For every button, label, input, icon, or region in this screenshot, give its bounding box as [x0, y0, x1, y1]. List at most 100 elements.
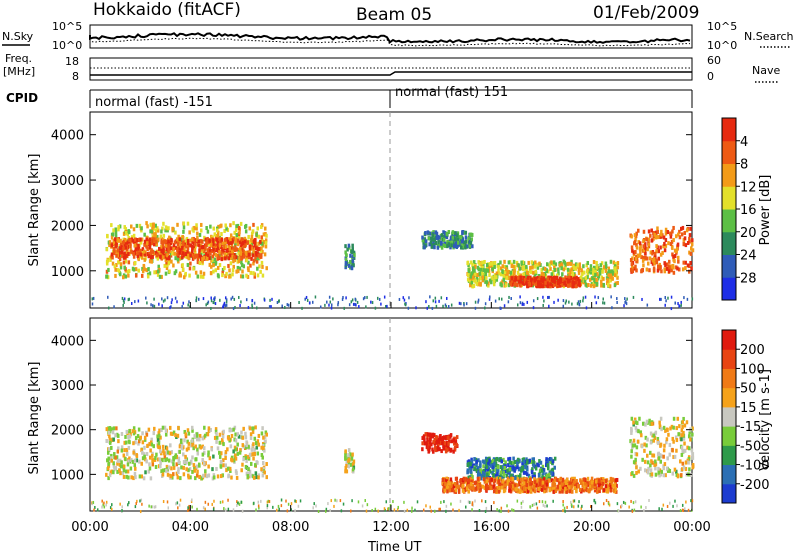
data-cell	[570, 267, 573, 272]
data-cell	[134, 273, 138, 278]
data-cell	[447, 435, 450, 440]
data-cell	[119, 464, 123, 469]
data-cell	[141, 450, 144, 455]
data-cell	[431, 244, 434, 249]
data-cell	[468, 465, 472, 470]
data-cell	[431, 447, 434, 452]
data-cell	[351, 469, 355, 474]
data-cell	[650, 228, 653, 233]
data-cell	[212, 269, 215, 274]
data-cell	[341, 297, 344, 301]
data-cell	[210, 234, 213, 239]
data-cell	[632, 501, 635, 505]
data-cell	[479, 460, 482, 465]
data-cell	[163, 254, 167, 259]
data-cell	[187, 468, 190, 473]
data-cell	[672, 225, 675, 230]
data-cell	[540, 272, 544, 277]
data-cell	[633, 508, 636, 512]
data-cell	[136, 253, 140, 258]
data-cell	[689, 260, 692, 265]
data-cell	[568, 278, 571, 283]
data-cell	[236, 265, 240, 270]
data-cell	[250, 246, 253, 251]
data-cell	[678, 424, 681, 429]
data-cell	[646, 460, 650, 465]
data-cell	[609, 259, 613, 264]
data-cell	[607, 502, 610, 506]
data-cell	[649, 431, 653, 436]
data-cell	[256, 226, 259, 231]
data-cell	[170, 259, 173, 264]
data-cell	[691, 238, 694, 243]
data-cell	[681, 225, 685, 230]
data-cell	[512, 508, 515, 512]
data-cell	[250, 234, 254, 239]
data-cell	[153, 270, 156, 275]
data-cell	[632, 460, 636, 465]
data-cell	[136, 499, 138, 503]
data-cell	[609, 483, 612, 488]
data-cell	[152, 226, 156, 231]
data-cell	[233, 437, 236, 442]
data-cell	[312, 300, 314, 304]
data-cell	[119, 262, 123, 267]
data-cell	[141, 440, 145, 445]
data-cell	[571, 280, 574, 285]
data-cell	[488, 481, 492, 486]
data-cell	[421, 235, 424, 240]
data-cell	[445, 436, 449, 441]
data-cell	[132, 450, 135, 455]
data-cell	[672, 238, 675, 243]
data-cell	[491, 261, 494, 266]
data-cell	[470, 482, 473, 487]
data-cell	[198, 474, 201, 479]
data-cell	[433, 243, 436, 248]
data-cell	[328, 295, 331, 299]
data-cell	[665, 437, 669, 442]
colorbar-tick-label: 4	[740, 135, 748, 150]
data-cell	[216, 233, 220, 238]
data-cell	[613, 489, 617, 494]
data-cell	[630, 430, 633, 435]
freq-tick-bottom: 8	[72, 70, 79, 83]
data-cell	[116, 248, 120, 253]
data-cell	[127, 503, 129, 507]
data-cell	[178, 273, 181, 278]
data-cell	[503, 270, 507, 275]
data-cell	[595, 301, 598, 305]
data-cell	[525, 482, 529, 487]
colorbar-bin	[722, 368, 736, 389]
ytick-label: 2000	[51, 424, 84, 439]
data-cell	[637, 240, 640, 245]
data-cell	[443, 484, 446, 489]
data-cell	[121, 509, 123, 513]
data-cell	[586, 481, 589, 486]
data-cell	[199, 270, 203, 275]
data-cell	[255, 475, 258, 480]
data-cell	[169, 443, 172, 448]
data-cell	[510, 297, 512, 301]
data-cell	[107, 267, 110, 272]
data-cell	[123, 300, 125, 304]
data-cell	[148, 455, 152, 460]
data-cell	[143, 267, 146, 272]
data-cell	[517, 280, 521, 285]
data-cell	[566, 505, 568, 509]
data-cell	[288, 303, 290, 307]
data-cell	[449, 447, 453, 452]
data-cell	[160, 237, 163, 242]
data-cell	[635, 245, 639, 250]
data-cell	[513, 271, 516, 276]
data-cell	[145, 452, 149, 457]
data-cell	[568, 269, 572, 274]
data-cell	[540, 468, 544, 473]
data-cell	[252, 239, 256, 244]
data-cell	[635, 465, 638, 470]
data-cell	[120, 250, 124, 255]
data-cell	[434, 296, 437, 300]
data-cell	[124, 434, 127, 439]
data-cell	[238, 295, 240, 299]
data-cell	[356, 300, 359, 304]
data-cell	[250, 242, 254, 247]
